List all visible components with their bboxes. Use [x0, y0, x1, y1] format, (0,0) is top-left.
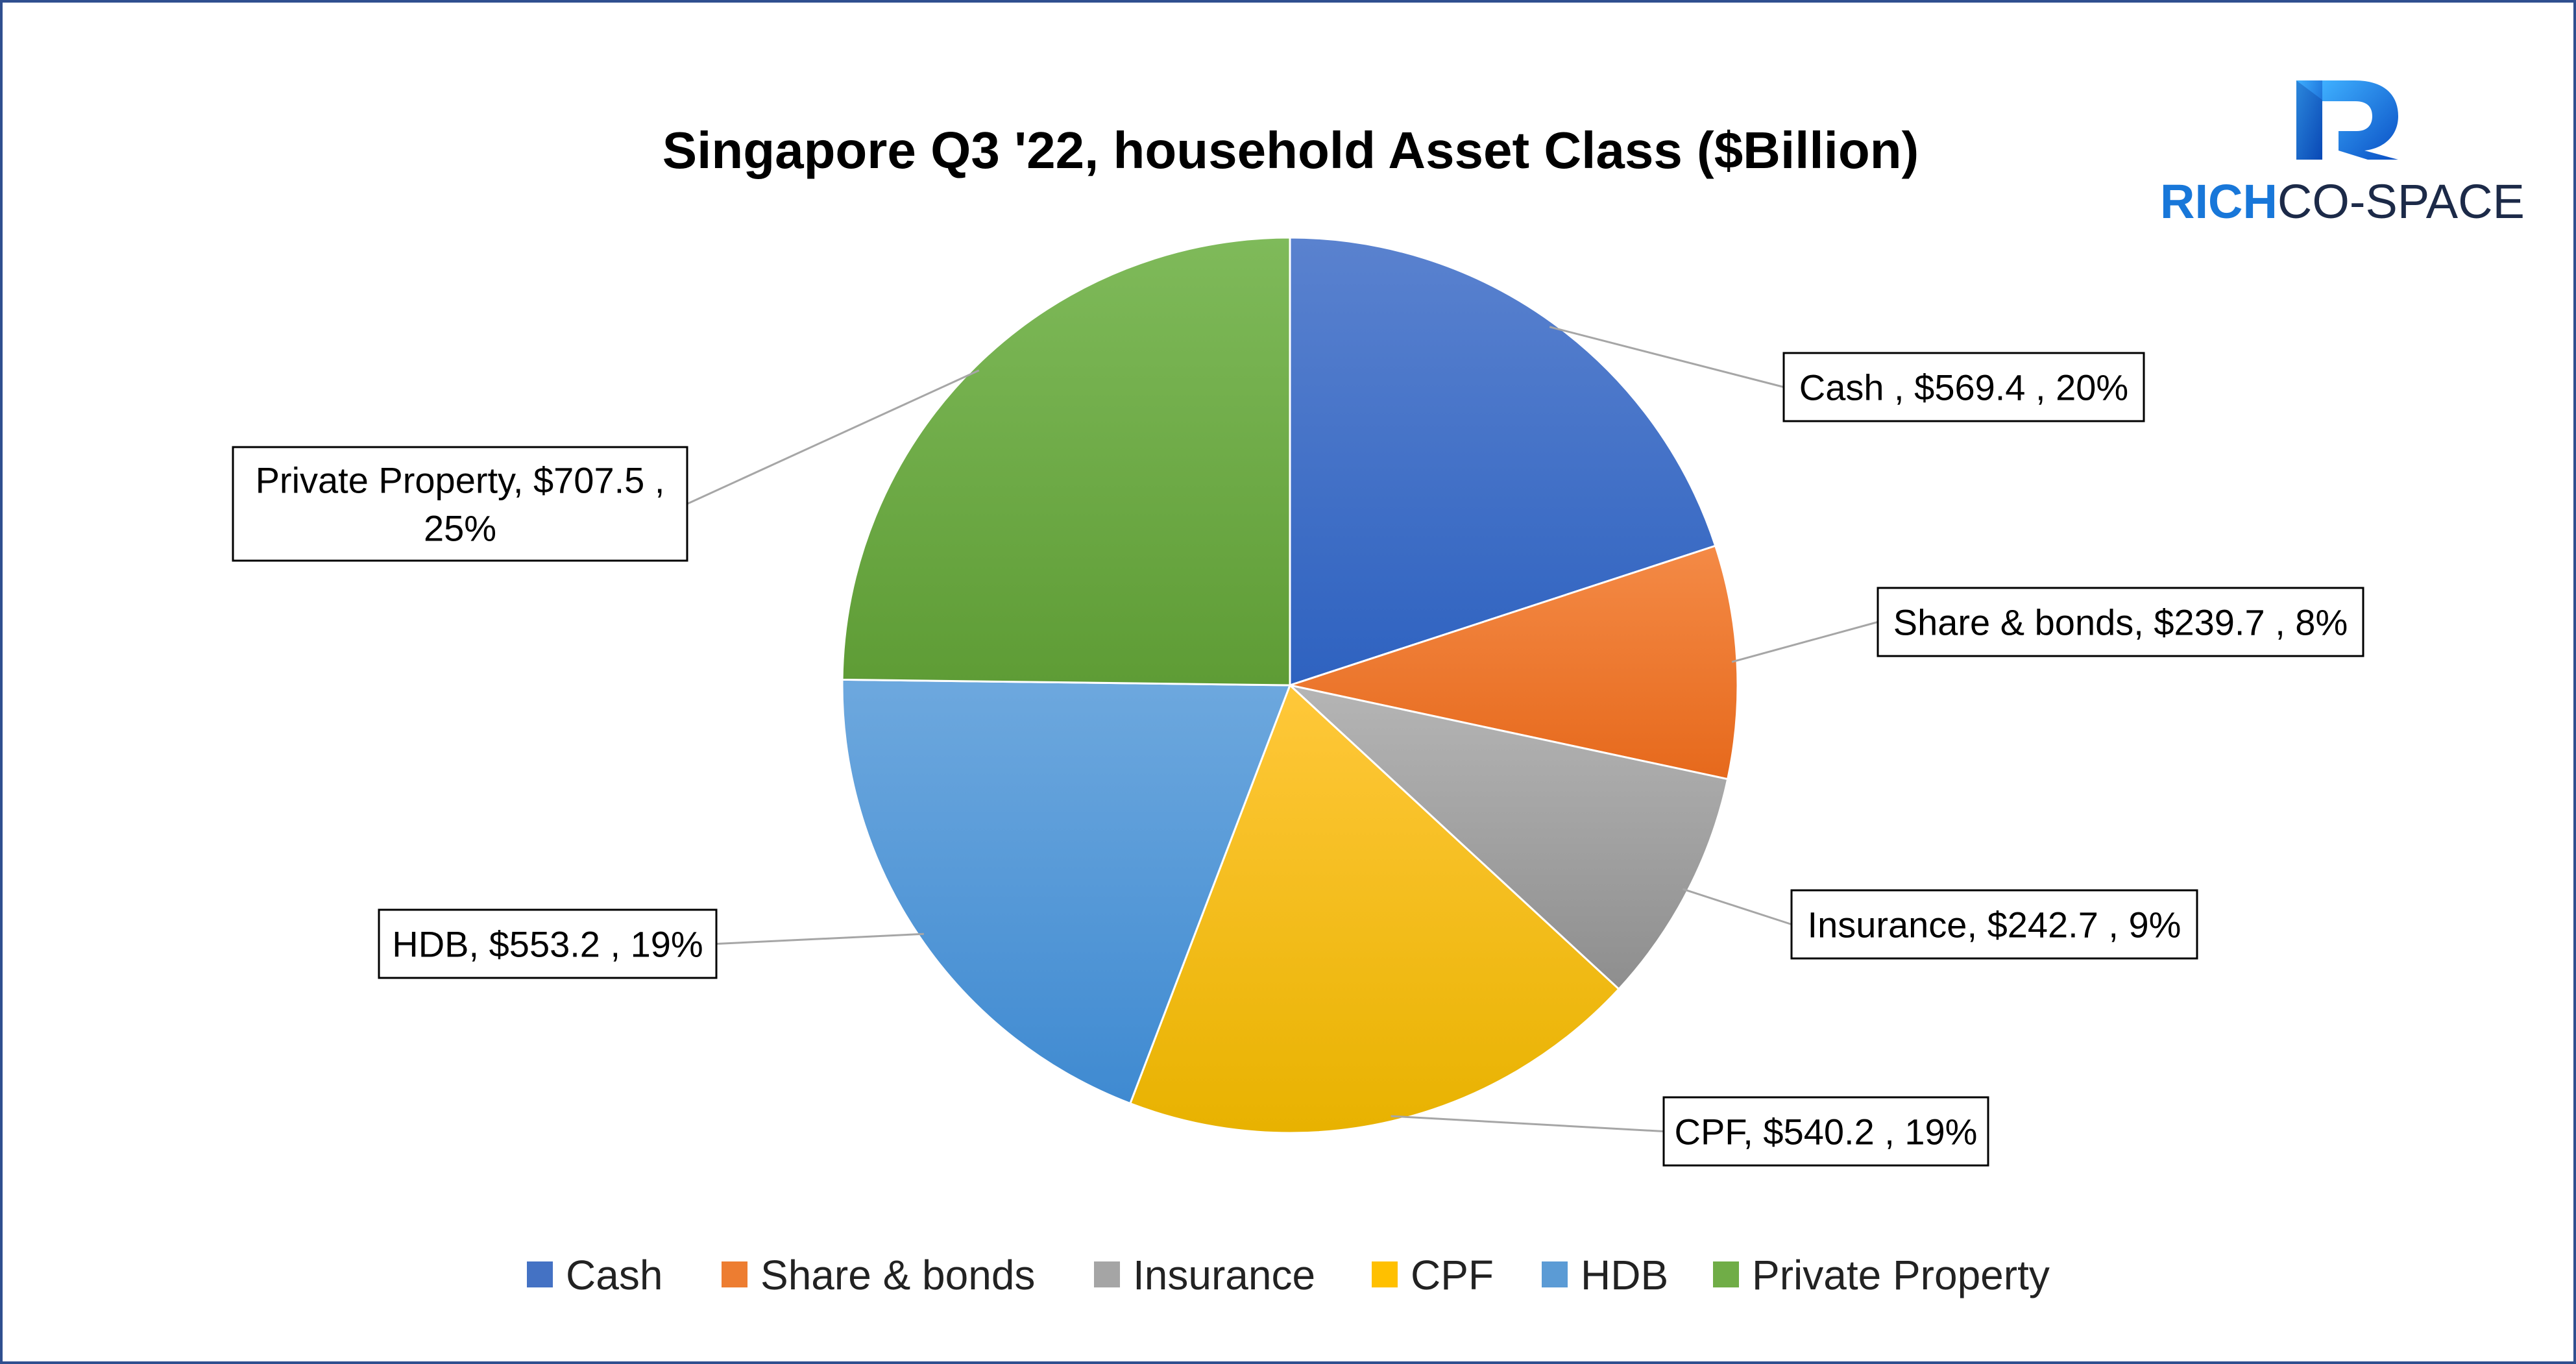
pie-slice-private-property — [841, 236, 1291, 687]
data-label-box — [232, 446, 688, 562]
leader-line — [1391, 1115, 1664, 1132]
legend-swatch-private-property — [1713, 1261, 1739, 1287]
data-label-box — [1662, 1096, 1989, 1167]
data-label: Share & bonds, $239.7 , 8% — [1893, 602, 2348, 643]
chart-title: Singapore Q3 '22, household Asset Class … — [662, 121, 1919, 179]
leader-lines — [687, 326, 1878, 1132]
data-label: Private Property, $707.5 , — [256, 460, 665, 501]
pie-slices — [841, 236, 1739, 1134]
data-label: Cash , $569.4 , 20% — [1799, 367, 2128, 408]
leader-line — [687, 369, 980, 505]
data-label: HDB, $553.2 , 19% — [392, 924, 703, 965]
data-label: CPF, $540.2 , 19% — [1675, 1112, 1978, 1152]
legend-label: CPF — [1411, 1252, 1494, 1298]
pie-chart: Singapore Q3 '22, household Asset Class … — [232, 80, 2525, 1298]
legend: Cash Share & bonds Insurance CPF HDB Private … — [527, 1252, 2050, 1298]
r-monogram-icon — [2296, 80, 2398, 160]
legend-label: Private Property — [1752, 1252, 2050, 1298]
legend-label: HDB — [1581, 1252, 1668, 1298]
logo-text-rich: RICH — [2160, 175, 2278, 228]
data-label: 25% — [424, 508, 496, 549]
leader-line — [1549, 326, 1784, 388]
pie-slice-share-bonds — [1286, 544, 1739, 781]
data-label-box — [1790, 889, 2198, 960]
data-label-box — [378, 908, 718, 979]
pie-slice-hdb — [841, 678, 1292, 1105]
data-labels: Cash , $569.4 , 20% Share & bonds, $239.7… — [232, 352, 2364, 1167]
legend-label: Cash — [566, 1252, 662, 1298]
brand-logo: RICHCO-SPACE — [2160, 80, 2525, 228]
legend-swatch-cash — [527, 1261, 553, 1287]
data-label: Insurance, $242.7 , 9% — [1808, 905, 2181, 945]
leader-line — [1682, 888, 1792, 925]
legend-label: Share & bonds — [760, 1252, 1035, 1298]
data-label-box — [1877, 587, 2364, 657]
legend-swatch-cpf — [1372, 1261, 1398, 1287]
legend-swatch-share-bonds — [722, 1261, 747, 1287]
leader-line — [1731, 621, 1878, 663]
pie-slice-cash — [1289, 236, 1717, 687]
leader-line — [716, 932, 924, 945]
logo-text-cospace: CO-SPACE — [2278, 175, 2525, 228]
logo-wordmark: RICHCO-SPACE — [2160, 175, 2525, 228]
legend-label: Insurance — [1133, 1252, 1315, 1298]
data-label-box — [1782, 352, 2145, 422]
legend-swatch-hdb — [1542, 1261, 1568, 1287]
pie-slice-cpf — [1128, 683, 1620, 1134]
legend-swatch-insurance — [1094, 1261, 1120, 1287]
